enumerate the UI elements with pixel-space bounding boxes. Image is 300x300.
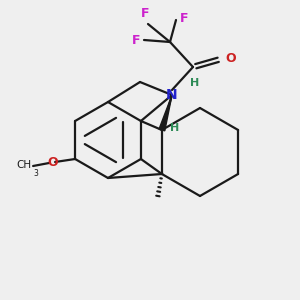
Text: O: O [48,157,58,169]
Text: 3: 3 [33,169,38,178]
Text: F: F [180,11,188,25]
Text: H: H [170,123,179,133]
Text: CH: CH [16,160,31,170]
Text: F: F [131,34,140,46]
Text: F: F [141,7,149,20]
Text: O: O [225,52,236,65]
Polygon shape [159,95,172,131]
Text: H: H [190,78,199,88]
Text: N: N [166,88,178,102]
